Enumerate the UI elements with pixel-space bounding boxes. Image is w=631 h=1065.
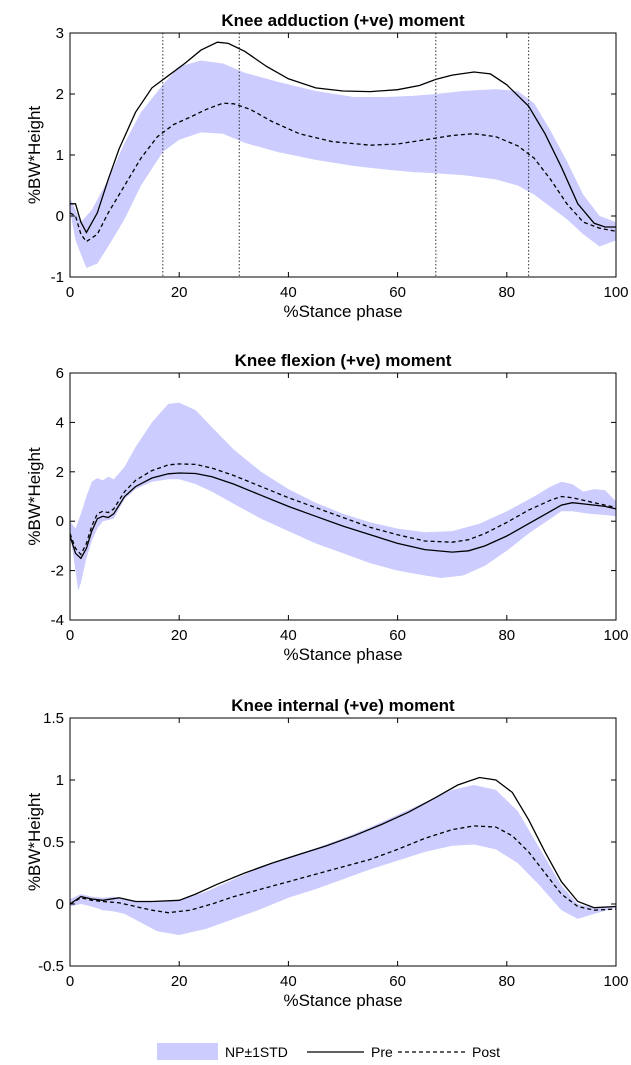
x-tick-label: 80 — [498, 627, 515, 644]
x-tick-label: 100 — [603, 627, 628, 644]
x-tick-label: 100 — [603, 284, 628, 301]
x-tick-label: 20 — [171, 973, 188, 990]
y-tick-label: 3 — [56, 25, 64, 42]
x-axis-label: %Stance phase — [283, 645, 402, 664]
legend-post-label: Post — [472, 1044, 500, 1060]
series-post-line — [70, 825, 616, 914]
legend: NP±1STD Pre Post — [157, 1043, 500, 1060]
legend-pre-label: Pre — [371, 1044, 393, 1060]
series-post-line — [70, 102, 616, 243]
chart-title: Knee flexion (+ve) moment — [235, 351, 452, 370]
x-tick-label: 40 — [280, 284, 297, 301]
y-tick-label: -0.5 — [38, 958, 64, 975]
x-tick-label: 80 — [498, 973, 515, 990]
y-axis-label: %BW*Height — [25, 793, 44, 892]
np-std-band — [70, 785, 616, 935]
y-tick-label: 0 — [56, 896, 64, 913]
x-tick-label: 20 — [171, 627, 188, 644]
y-tick-label: 1.5 — [43, 710, 64, 727]
plot-area — [70, 776, 616, 935]
y-tick-label: 6 — [56, 365, 64, 382]
y-tick-label: -4 — [51, 612, 64, 629]
x-axis-label: %Stance phase — [283, 302, 402, 321]
y-tick-label: -1 — [51, 269, 64, 286]
plot-area — [70, 402, 616, 591]
y-tick-label: 1 — [56, 147, 64, 164]
y-tick-label: 1 — [56, 772, 64, 789]
y-tick-label: 0 — [56, 513, 64, 530]
series-pre-line — [70, 41, 616, 234]
x-tick-label: 20 — [171, 284, 188, 301]
series-pre-line — [70, 472, 616, 560]
series-post-line — [70, 463, 616, 556]
y-tick-label: 0.5 — [43, 834, 64, 851]
y-tick-label: -2 — [51, 563, 64, 580]
chart-title: Knee internal (+ve) moment — [231, 696, 455, 715]
x-tick-label: 60 — [389, 973, 406, 990]
plot-area — [70, 33, 616, 277]
x-tick-label: 60 — [389, 627, 406, 644]
y-tick-label: 2 — [56, 86, 64, 103]
y-tick-label: 2 — [56, 464, 64, 481]
x-tick-label: 0 — [66, 627, 74, 644]
x-tick-label: 0 — [66, 973, 74, 990]
legend-band-label: NP±1STD — [225, 1044, 288, 1060]
y-tick-label: 0 — [56, 208, 64, 225]
legend-band-swatch — [157, 1043, 218, 1060]
y-axis-label: %BW*Height — [25, 106, 44, 205]
chart-title: Knee adduction (+ve) moment — [221, 11, 465, 30]
x-tick-label: 100 — [603, 973, 628, 990]
x-tick-label: 40 — [280, 973, 297, 990]
chart-2: 0 20 40 60 80 100 -4 -2 0 2 4 6 Knee flexion (+ve) m… — [25, 351, 629, 664]
x-tick-label: 80 — [498, 284, 515, 301]
x-axis-label: %Stance phase — [283, 991, 402, 1010]
x-tick-label: 60 — [389, 284, 406, 301]
y-axis-label: %BW*Height — [25, 447, 44, 546]
series-pre-line — [70, 776, 616, 909]
axes-box — [69, 372, 617, 621]
np-std-band — [70, 60, 616, 268]
x-tick-label: 40 — [280, 627, 297, 644]
x-tick-label: 0 — [66, 284, 74, 301]
y-tick-label: 4 — [56, 414, 64, 431]
np-std-band — [70, 402, 616, 591]
